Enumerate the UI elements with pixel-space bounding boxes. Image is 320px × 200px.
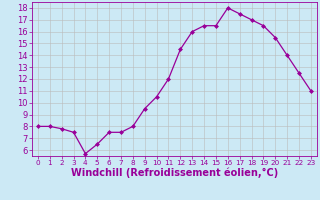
X-axis label: Windchill (Refroidissement éolien,°C): Windchill (Refroidissement éolien,°C) [71, 168, 278, 178]
